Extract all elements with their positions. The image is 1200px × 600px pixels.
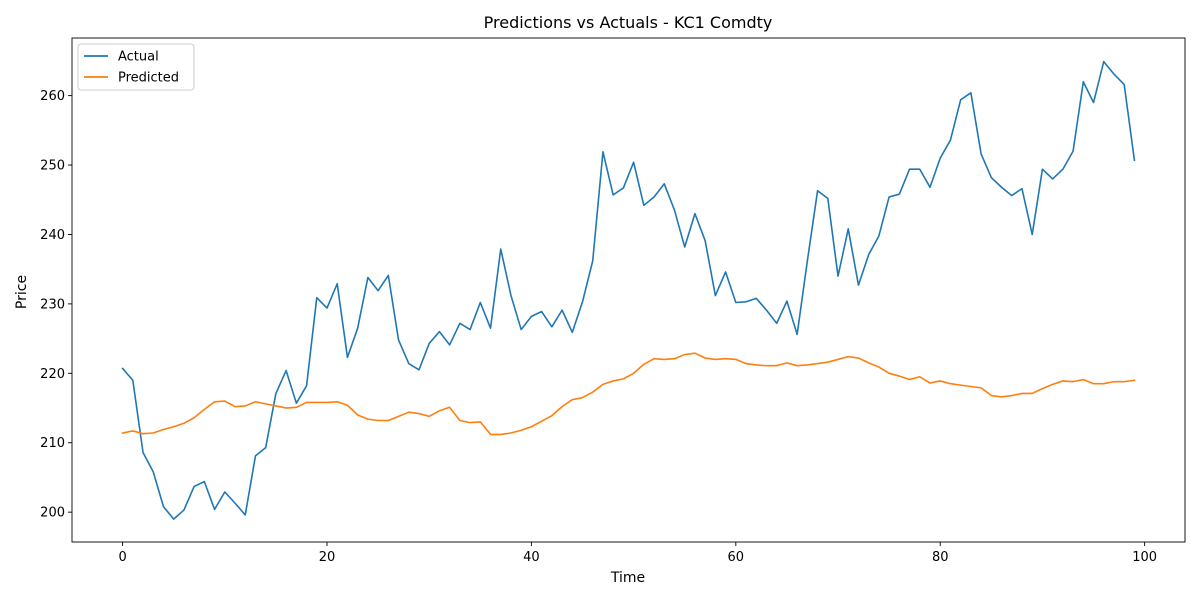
- x-tick-label: 20: [319, 550, 336, 565]
- series-line-actual: [121, 60, 1136, 520]
- y-axis-label: Price: [14, 275, 30, 309]
- legend-label-actual: Actual: [118, 50, 159, 65]
- series-line-predicted: [121, 352, 1136, 436]
- legend: Actual Predicted: [77, 43, 195, 91]
- x-axis: 0 20 40 60 80 100: [118, 542, 1157, 565]
- x-tick-label: 0: [118, 550, 126, 565]
- x-tick-label: 40: [523, 550, 540, 565]
- y-tick-label: 210: [40, 436, 65, 451]
- y-tick-label: 240: [40, 228, 65, 243]
- x-tick-label: 80: [932, 550, 949, 565]
- legend-label-predicted: Predicted: [118, 71, 179, 86]
- x-tick-label: 60: [728, 550, 745, 565]
- plot-area: [71, 37, 1186, 543]
- y-tick-label: 200: [40, 506, 65, 521]
- y-tick-label: 230: [40, 297, 65, 312]
- y-axis: 200 210 220 230 240 250 260: [40, 89, 72, 521]
- x-tick-label: 100: [1132, 550, 1157, 565]
- y-tick-label: 250: [40, 159, 65, 174]
- plot-frame: [71, 37, 1186, 543]
- y-tick-label: 260: [40, 89, 65, 104]
- x-axis-label: Time: [610, 570, 645, 586]
- y-tick-label: 220: [40, 367, 65, 382]
- chart-title: Predictions vs Actuals - KC1 Comdty: [484, 13, 773, 32]
